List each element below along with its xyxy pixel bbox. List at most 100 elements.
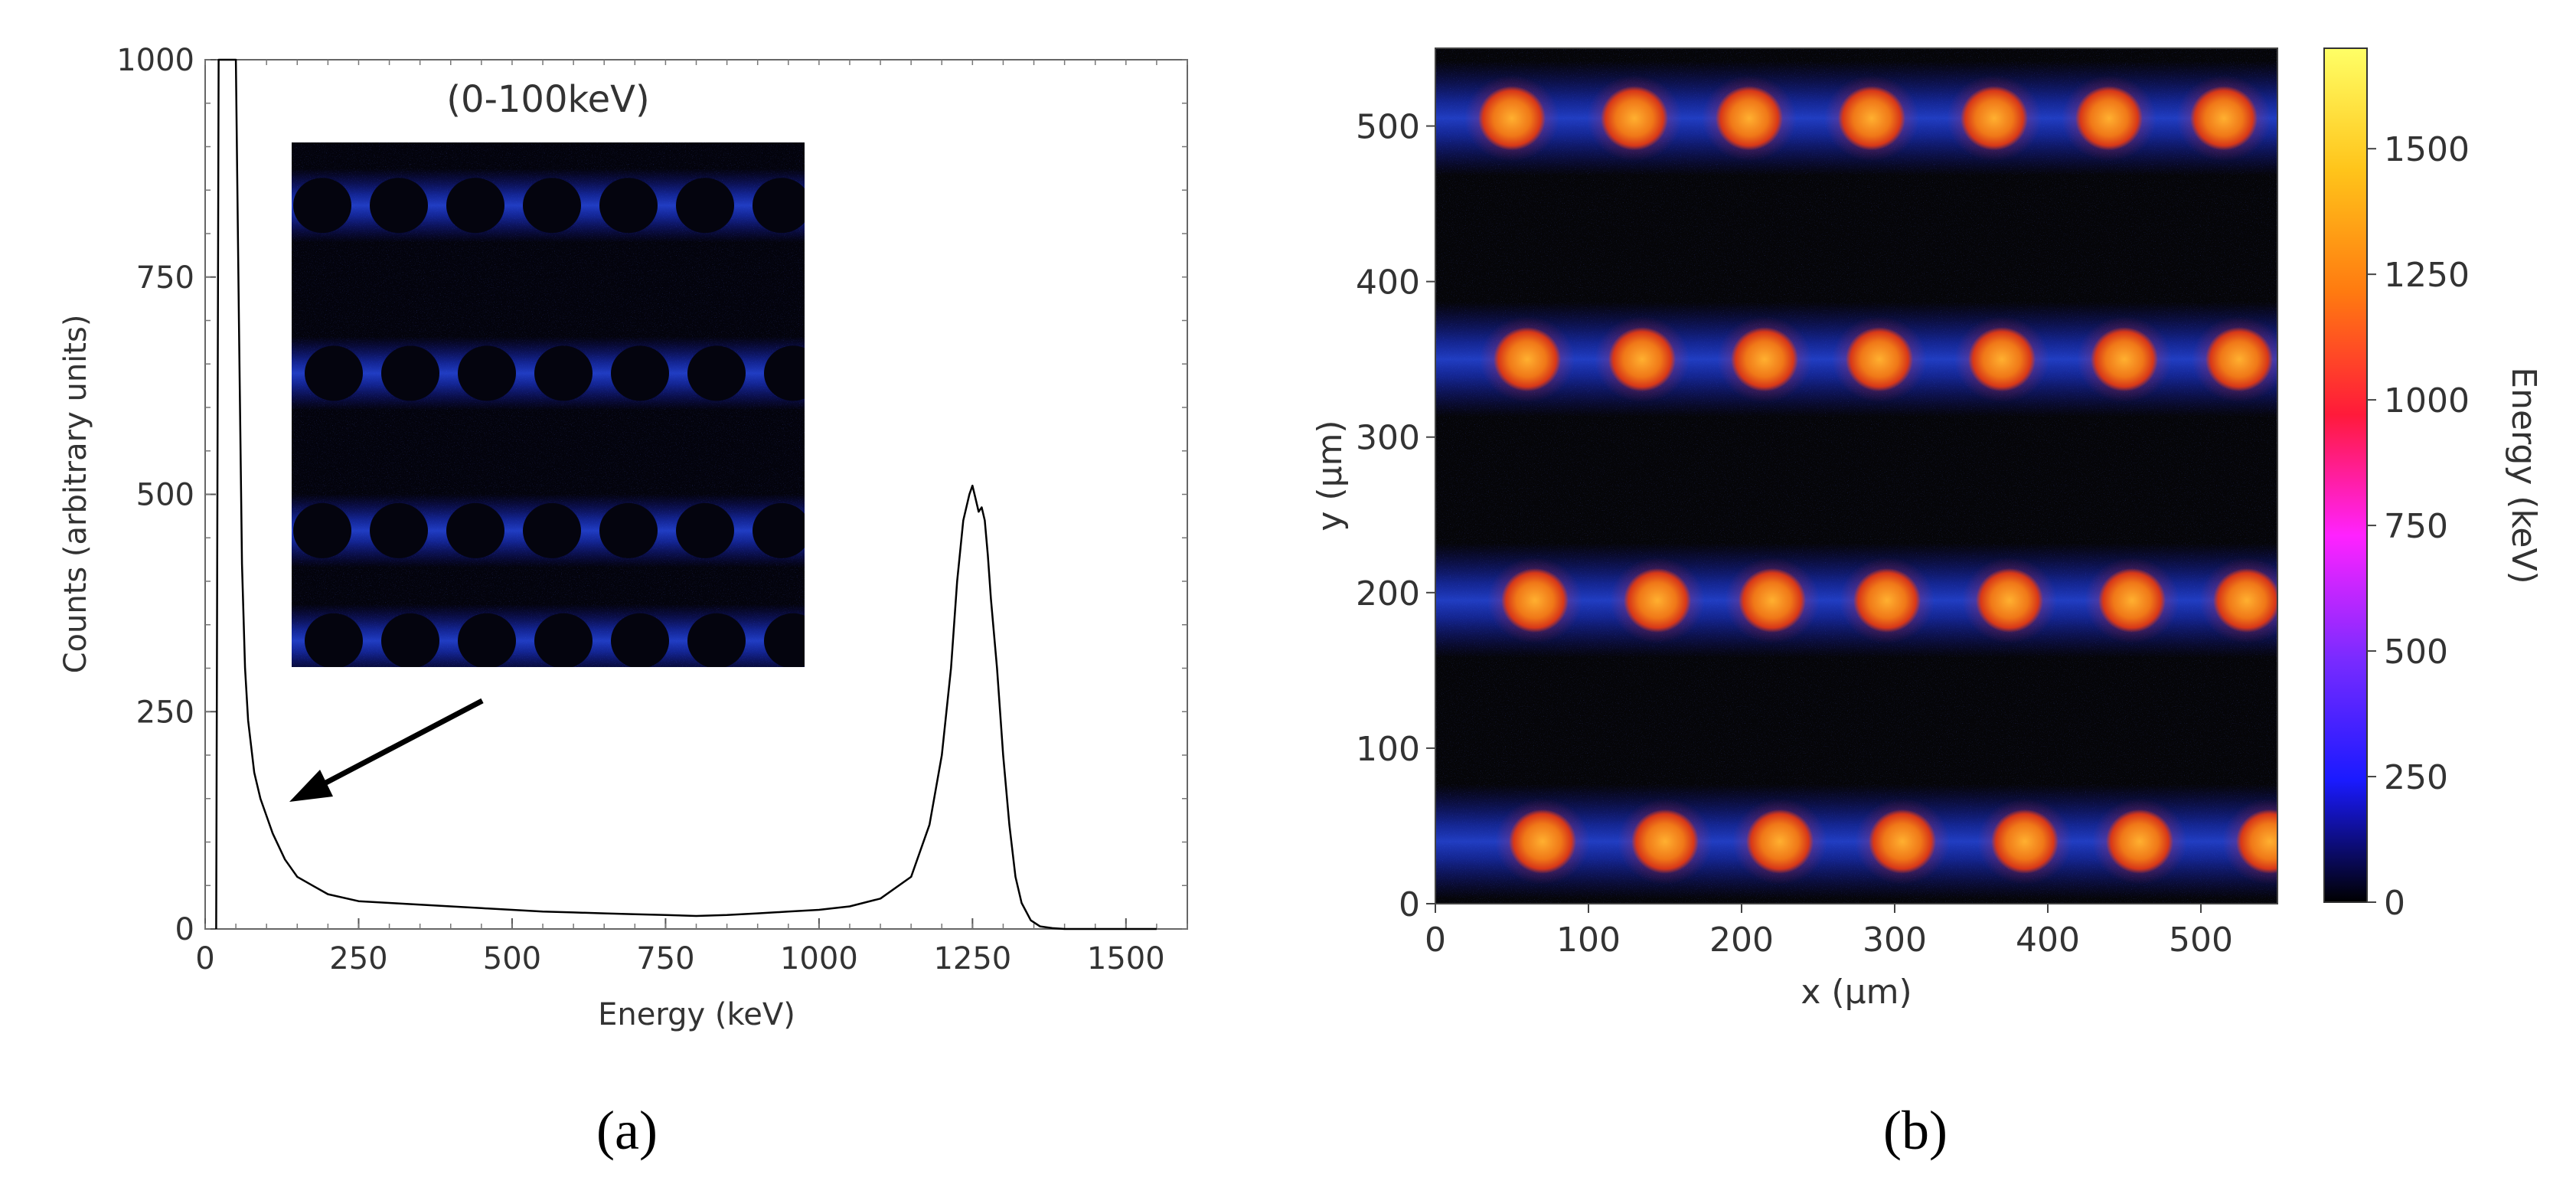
colorbar-ticks: 0 250 500 750 1000 1250 1500	[2367, 130, 2470, 923]
high-energy-spot	[2190, 86, 2258, 151]
plot-a-xlabel: Energy (keV)	[598, 997, 795, 1032]
colorbar	[2323, 47, 2368, 903]
inset-hole	[764, 613, 805, 667]
colorbar-tick-label: 1000	[2384, 381, 2470, 420]
inset-hole	[370, 502, 428, 558]
inset-hole	[370, 178, 428, 234]
high-energy-spot	[2213, 567, 2277, 633]
high-energy-spot	[1731, 327, 1798, 392]
colorbar-tick-label: 1500	[2384, 130, 2470, 169]
high-energy-spot	[1716, 86, 1783, 151]
high-energy-spot	[1869, 809, 1936, 874]
inset-hole	[305, 613, 363, 667]
x-tick-label: 1500	[1087, 941, 1165, 976]
inset-hole	[676, 178, 734, 234]
panel-b-letter: (b)	[1883, 1100, 1948, 1161]
colorbar-tick-label: 1250	[2384, 256, 2470, 295]
inset-hole	[764, 345, 805, 401]
colorbar-tick-label: 250	[2384, 758, 2448, 797]
high-energy-spot	[2205, 327, 2273, 392]
y-tick-label: 0	[1399, 885, 1420, 924]
high-energy-spot	[2075, 86, 2143, 151]
inset-hole	[534, 613, 593, 667]
annotation-arrow	[289, 698, 484, 802]
high-energy-spot	[1739, 567, 1806, 633]
inset-hole	[753, 502, 805, 558]
inset-hole	[687, 613, 746, 667]
plot-a-ylabel: Counts (arbitrary units)	[58, 315, 93, 674]
inset-hole	[523, 502, 581, 558]
spectrum-series-line	[215, 58, 1157, 931]
y-tick-label: 1000	[116, 43, 194, 78]
inset-hole	[611, 345, 669, 401]
inset-hole	[534, 345, 593, 401]
colorbar-tick-label: 500	[2384, 633, 2448, 672]
high-energy-spot	[2106, 809, 2173, 874]
x-tick-label: 0	[1425, 921, 1446, 960]
inset-hole	[753, 178, 805, 234]
colorbar-tick-label: 750	[2384, 507, 2448, 546]
high-energy-spot	[1976, 567, 2043, 633]
x-tick-label: 0	[195, 941, 214, 976]
panel-a-spectrum: 0 250 500 750 1000 1250 1500 0 250 500 750 1000 (0-…	[58, 43, 1188, 1161]
high-energy-spot	[1624, 567, 1691, 633]
inset-hole	[381, 613, 439, 667]
inset-hole	[381, 345, 439, 401]
y-tick-label: 300	[1356, 419, 1420, 458]
inset-low-energy-map	[292, 142, 805, 667]
inset-hole	[293, 178, 351, 234]
panel-a-letter: (a)	[596, 1100, 658, 1161]
x-tick-label: 500	[483, 941, 541, 976]
plot-b-xlabel: x (µm)	[1801, 973, 1912, 1012]
x-tick-label: 250	[329, 941, 387, 976]
high-energy-spot	[1961, 86, 2028, 151]
high-energy-spot	[2236, 809, 2277, 874]
x-tick-label: 400	[2016, 921, 2080, 960]
inset-hole	[599, 178, 658, 234]
inset-label: (0-100keV)	[446, 78, 649, 121]
y-tick-label: 200	[1356, 574, 1420, 613]
high-energy-spot	[1846, 327, 1913, 392]
high-energy-spot	[1991, 809, 2059, 874]
high-energy-spot	[1509, 809, 1576, 874]
colorbar-label: Energy (keV)	[2504, 367, 2543, 584]
inset-hole	[305, 345, 363, 401]
inset-hole	[687, 345, 746, 401]
inset-hole	[458, 345, 516, 401]
x-tick-label: 300	[1863, 921, 1927, 960]
inset-hole	[293, 502, 351, 558]
x-tick-label: 200	[1709, 921, 1774, 960]
inset-hole	[458, 613, 516, 667]
inset-hole	[446, 178, 504, 234]
inset-hole	[611, 613, 669, 667]
y-tick-label: 0	[175, 912, 194, 947]
y-tick-label: 400	[1356, 263, 1420, 303]
plot-b-ticks: 0 100 200 300 400 500 0 100 200 300 400 500	[1356, 108, 2233, 960]
plot-a-spectrum-line-layer	[215, 58, 1157, 931]
high-energy-spot	[1608, 327, 1676, 392]
plot-a-ticks: 0 250 500 750 1000 1250 1500 0 250 500 750 1000	[116, 43, 1188, 976]
high-energy-spot	[1746, 809, 1814, 874]
high-energy-spot	[1501, 567, 1569, 633]
inset-hole	[676, 502, 734, 558]
high-energy-spot	[1478, 86, 1546, 151]
high-energy-spot	[1601, 86, 1668, 151]
y-tick-label: 500	[136, 478, 194, 513]
y-tick-label: 100	[1356, 730, 1420, 769]
y-tick-label: 250	[136, 695, 194, 730]
colorbar-tick-label: 0	[2384, 884, 2405, 923]
inset-hole	[599, 502, 658, 558]
y-tick-label: 750	[136, 260, 194, 296]
x-tick-label: 500	[2169, 921, 2233, 960]
inset-hole	[446, 502, 504, 558]
x-tick-label: 1000	[780, 941, 858, 976]
high-energy-spot	[1838, 86, 1905, 151]
high-energy-spot	[2098, 567, 2166, 633]
high-energy-spot	[1968, 327, 2036, 392]
inset-hole	[523, 178, 581, 234]
plot-b-ylabel: y (µm)	[1311, 420, 1350, 531]
high-energy-spot	[1853, 567, 1921, 633]
high-energy-spot	[2091, 327, 2158, 392]
